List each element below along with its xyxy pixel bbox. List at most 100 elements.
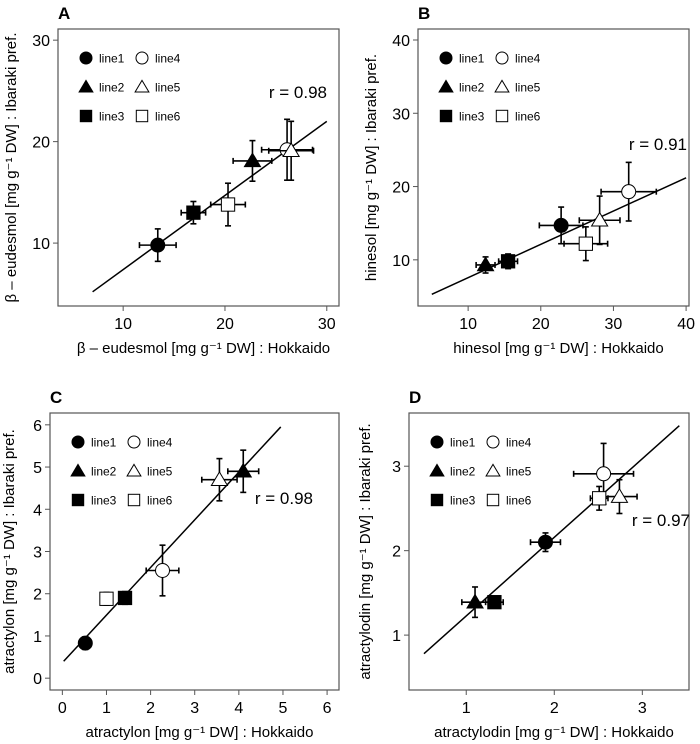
data-point-line6 xyxy=(589,485,609,511)
y-axis-label: atractylodin [mg g⁻¹ DW] : Ibaraki pref. xyxy=(357,423,374,679)
data-point-line3 xyxy=(497,253,519,270)
legend-item-line5: line5 xyxy=(126,463,173,479)
x-axis-label: β – eudesmol [mg g⁻¹ DW] : Hokkaido xyxy=(77,340,330,357)
point-marker xyxy=(476,256,495,272)
legend-item-line3: line3 xyxy=(430,494,476,508)
legend-label: line3 xyxy=(91,494,117,508)
legend-marker xyxy=(78,79,94,93)
panel-d: D 1 2 3 1 2 3 atractylodin [mg g⁻¹ DW] : Hokkai… xyxy=(357,388,690,741)
point-marker xyxy=(610,487,629,503)
data-point-line4 xyxy=(145,544,180,597)
data-point-line6 xyxy=(99,591,114,606)
x-axis-label: hinesol [mg g⁻¹ DW] : Hokkaido xyxy=(453,340,664,357)
data-point-line3 xyxy=(117,590,133,606)
point-marker xyxy=(210,471,229,486)
legend-item-line5: line5 xyxy=(485,463,532,479)
legend-label: line5 xyxy=(147,465,173,479)
legend-item-line2: line2 xyxy=(70,463,117,479)
x-tick-label: 30 xyxy=(605,316,623,333)
legend-item-line6: line6 xyxy=(495,110,541,124)
x-tick-label: 30 xyxy=(318,316,336,333)
legend-label: line4 xyxy=(515,52,541,66)
panel-label: B xyxy=(418,4,430,23)
data-point-line1 xyxy=(77,635,93,651)
legend-marker xyxy=(430,435,444,449)
legend-marker xyxy=(134,79,150,93)
data-point-line6 xyxy=(563,226,609,262)
point-marker xyxy=(155,563,171,579)
legend-label: line3 xyxy=(450,494,476,508)
y-tick-label: 20 xyxy=(392,180,410,197)
y-tick-label: 1 xyxy=(392,628,401,645)
point-marker xyxy=(243,152,262,168)
data-point-line5 xyxy=(267,120,315,181)
legend-label: line2 xyxy=(459,81,485,95)
x-tick-label: 10 xyxy=(459,316,477,333)
data-point-line5 xyxy=(200,457,238,502)
legend-label: line6 xyxy=(515,110,541,124)
panel-label: D xyxy=(409,388,421,407)
legend-item-line3: line3 xyxy=(439,109,485,124)
legend: line1 line4 line2 line5 line3 line6 xyxy=(78,51,181,124)
point-marker xyxy=(596,466,612,482)
x-tick-label: 10 xyxy=(114,316,132,333)
point-marker xyxy=(117,590,133,606)
y-tick-label: 10 xyxy=(392,253,410,270)
legend-item-line3: line3 xyxy=(71,494,117,508)
legend-label: line1 xyxy=(459,52,485,66)
legend-marker xyxy=(485,463,501,477)
panel-a: A 10 20 30 10 20 30 β – eudesmol [mg g⁻¹ DW] : … xyxy=(3,4,340,357)
y-axis-label: hinesol [mg g⁻¹ DW] : Ibaraki pref. xyxy=(363,54,380,281)
legend-item-line1: line1 xyxy=(79,51,125,66)
legend-item-line5: line5 xyxy=(134,79,181,95)
legend-label: line6 xyxy=(155,110,181,124)
point-marker xyxy=(77,635,93,651)
point-marker xyxy=(621,184,637,200)
y-tick-label: 10 xyxy=(32,236,50,253)
point-marker xyxy=(590,211,609,227)
legend-label: line2 xyxy=(99,81,125,95)
x-tick-label: 40 xyxy=(677,316,695,333)
regression-line xyxy=(431,177,687,295)
legend-item-line3: line3 xyxy=(79,110,125,124)
legend-item-line5: line5 xyxy=(494,79,541,95)
legend-marker xyxy=(439,51,453,65)
legend-label: line3 xyxy=(99,110,125,124)
point-marker xyxy=(553,217,569,233)
x-tick-label: 20 xyxy=(216,316,234,333)
legend-label: line6 xyxy=(506,494,532,508)
x-tick-label: 2 xyxy=(146,700,155,717)
legend-item-line4: line4 xyxy=(127,435,173,450)
legend-marker xyxy=(126,463,142,477)
legend-marker xyxy=(429,463,445,477)
y-tick-label: 3 xyxy=(392,459,401,476)
legend-label: line6 xyxy=(147,494,173,508)
legend-marker xyxy=(494,79,510,93)
legend-label: line4 xyxy=(506,436,532,450)
x-tick-label: 3 xyxy=(638,700,647,717)
panel-b: B 10 20 30 40 10 20 30 40 hinesol [mg g⁻¹ DW] : H… xyxy=(363,4,695,357)
data-point-line3 xyxy=(484,595,505,610)
x-tick-label: 20 xyxy=(532,316,550,333)
y-tick-label: 6 xyxy=(33,418,42,435)
legend-item-line6: line6 xyxy=(135,110,181,124)
y-tick-label: 30 xyxy=(32,33,50,50)
point-marker xyxy=(487,595,502,610)
y-tick-label: 40 xyxy=(392,33,410,50)
legend-item-line1: line1 xyxy=(71,435,117,450)
legend-marker xyxy=(135,51,149,65)
legend-marker xyxy=(71,435,85,449)
y-axis-label: β – eudesmol [mg g⁻¹ DW] : Ibaraki pref. xyxy=(3,33,20,303)
legend-label: line1 xyxy=(99,52,125,66)
point-marker xyxy=(592,491,607,506)
y-axis-label: atractylon [mg g⁻¹ DW] : Ibaraki pref. xyxy=(1,429,18,674)
legend-item-line4: line4 xyxy=(486,435,532,450)
correlation-label: r = 0.97 xyxy=(632,511,690,530)
legend-label: line5 xyxy=(506,465,532,479)
legend-marker xyxy=(486,435,500,449)
point-marker xyxy=(150,237,166,253)
legend-label: line4 xyxy=(155,52,181,66)
y-tick-label: 20 xyxy=(32,135,50,152)
legend-marker xyxy=(439,109,453,123)
